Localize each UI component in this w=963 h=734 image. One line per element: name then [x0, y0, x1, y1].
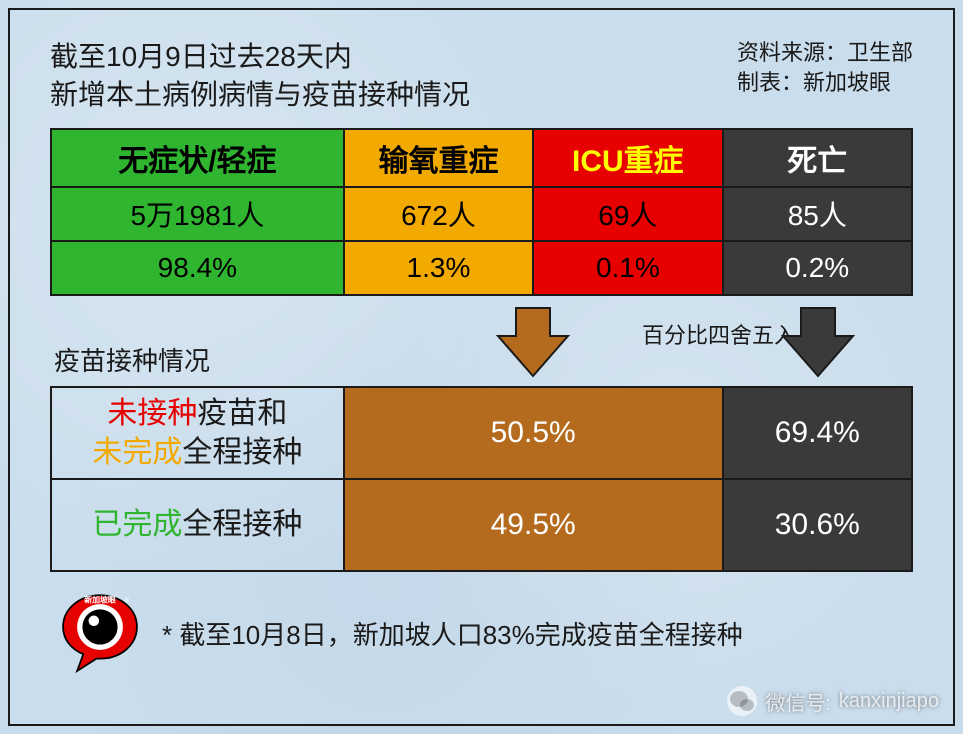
wechat-icon	[727, 686, 757, 716]
severity-pct-row: 98.4%1.3%0.1%0.2%	[51, 241, 912, 295]
vaccination-row: 未接种疫苗和未完成全程接种50.5%69.4%	[51, 387, 912, 479]
title-line-1: 截至10月9日过去28天内	[50, 38, 470, 76]
severity-header-row: 无症状/轻症输氧重症ICU重症死亡	[51, 129, 912, 187]
severity-pct-cell: 0.2%	[723, 241, 912, 295]
down-arrow-brown-icon	[494, 306, 572, 378]
outer-frame: 截至10月9日过去28天内 新增本土病例病情与疫苗接种情况 资料来源：卫生部 制…	[8, 8, 955, 726]
severity-count-cell: 69人	[533, 187, 722, 241]
publisher-logo: 新加坡眼 ®	[56, 590, 144, 678]
footer-row: 新加坡眼 ® * 截至10月8日，新加坡人口83%完成疫苗全程接种	[50, 590, 913, 678]
author-label: 制表：	[737, 70, 803, 95]
logo-text: 新加坡眼	[84, 594, 116, 604]
vaccination-row-label: 已完成全程接种	[51, 479, 344, 571]
vaccination-dark-cell: 30.6%	[723, 479, 912, 571]
down-arrow-dark-icon	[779, 306, 857, 378]
severity-header-cell: 输氧重症	[344, 129, 533, 187]
severity-header-cell: ICU重症	[533, 129, 722, 187]
vaccination-table: 未接种疫苗和未完成全程接种50.5%69.4%已完成全程接种49.5%30.6%	[50, 386, 913, 572]
severity-header-cell: 死亡	[723, 129, 912, 187]
source-label: 资料来源：	[737, 40, 847, 65]
title-line-2: 新增本土病例病情与疫苗接种情况	[50, 76, 470, 114]
severity-pct-cell: 98.4%	[51, 241, 344, 295]
wechat-watermark: 微信号: kanxinjiapo	[727, 686, 939, 716]
severity-count-cell: 85人	[723, 187, 912, 241]
author-value: 新加坡眼	[803, 70, 891, 95]
footnote-text: * 截至10月8日，新加坡人口83%完成疫苗全程接种	[162, 615, 743, 652]
vaccination-dark-cell: 69.4%	[723, 387, 912, 479]
wechat-label: 微信号:	[765, 687, 831, 716]
arrow-row: 疫苗接种情况 百分比四舍五入	[50, 304, 913, 382]
severity-header-cell: 无症状/轻症	[51, 129, 344, 187]
source-line: 资料来源：卫生部	[737, 38, 913, 68]
source-block: 资料来源：卫生部 制表：新加坡眼	[737, 38, 913, 114]
severity-count-cell: 672人	[344, 187, 533, 241]
severity-count-row: 5万1981人672人69人85人	[51, 187, 912, 241]
title-block: 截至10月9日过去28天内 新增本土病例病情与疫苗接种情况	[50, 38, 470, 114]
author-line: 制表：新加坡眼	[737, 68, 913, 98]
content-area: 截至10月9日过去28天内 新增本土病例病情与疫苗接种情况 资料来源：卫生部 制…	[10, 10, 953, 724]
vaccination-label: 疫苗接种情况	[54, 341, 210, 378]
svg-text:®: ®	[125, 597, 130, 604]
rounding-note: 百分比四舍五入	[642, 318, 796, 350]
header-row: 截至10月9日过去28天内 新增本土病例病情与疫苗接种情况 资料来源：卫生部 制…	[50, 38, 913, 114]
severity-pct-cell: 1.3%	[344, 241, 533, 295]
vaccination-row: 已完成全程接种49.5%30.6%	[51, 479, 912, 571]
severity-count-cell: 5万1981人	[51, 187, 344, 241]
severity-table: 无症状/轻症输氧重症ICU重症死亡 5万1981人672人69人85人 98.4…	[50, 128, 913, 296]
vaccination-brown-cell: 49.5%	[344, 479, 723, 571]
vaccination-row-label: 未接种疫苗和未完成全程接种	[51, 387, 344, 479]
severity-pct-cell: 0.1%	[533, 241, 722, 295]
source-value: 卫生部	[847, 40, 913, 65]
vaccination-brown-cell: 50.5%	[344, 387, 723, 479]
wechat-id: kanxinjiapo	[839, 690, 939, 713]
